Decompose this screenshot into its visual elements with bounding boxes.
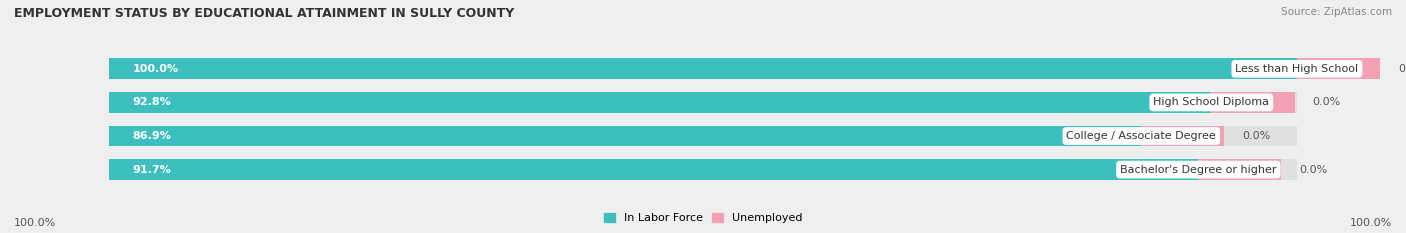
Bar <box>1212 92 1295 113</box>
Text: 0.0%: 0.0% <box>1299 164 1327 175</box>
Bar <box>1198 159 1281 180</box>
Bar <box>110 92 1296 113</box>
Bar <box>110 58 1296 79</box>
Bar <box>110 159 1198 180</box>
Text: 86.9%: 86.9% <box>132 131 172 141</box>
Text: 100.0%: 100.0% <box>1350 218 1392 228</box>
Bar <box>110 92 1212 113</box>
Bar <box>1296 58 1381 79</box>
Text: 92.8%: 92.8% <box>132 97 172 107</box>
Text: College / Associate Degree: College / Associate Degree <box>1066 131 1216 141</box>
Text: EMPLOYMENT STATUS BY EDUCATIONAL ATTAINMENT IN SULLY COUNTY: EMPLOYMENT STATUS BY EDUCATIONAL ATTAINM… <box>14 7 515 20</box>
Legend: In Labor Force, Unemployed: In Labor Force, Unemployed <box>599 208 807 227</box>
Text: High School Diploma: High School Diploma <box>1153 97 1270 107</box>
Bar <box>110 159 1296 180</box>
Bar <box>110 126 1296 146</box>
Bar <box>110 58 1296 79</box>
Text: 100.0%: 100.0% <box>14 218 56 228</box>
Text: 0.0%: 0.0% <box>1398 64 1406 74</box>
Text: 100.0%: 100.0% <box>132 64 179 74</box>
Text: Less than High School: Less than High School <box>1236 64 1358 74</box>
Text: Bachelor's Degree or higher: Bachelor's Degree or higher <box>1121 164 1277 175</box>
Text: 91.7%: 91.7% <box>132 164 172 175</box>
Bar <box>110 126 1142 146</box>
Text: 0.0%: 0.0% <box>1243 131 1271 141</box>
Text: Source: ZipAtlas.com: Source: ZipAtlas.com <box>1281 7 1392 17</box>
Bar <box>1142 126 1225 146</box>
Text: 0.0%: 0.0% <box>1312 97 1340 107</box>
